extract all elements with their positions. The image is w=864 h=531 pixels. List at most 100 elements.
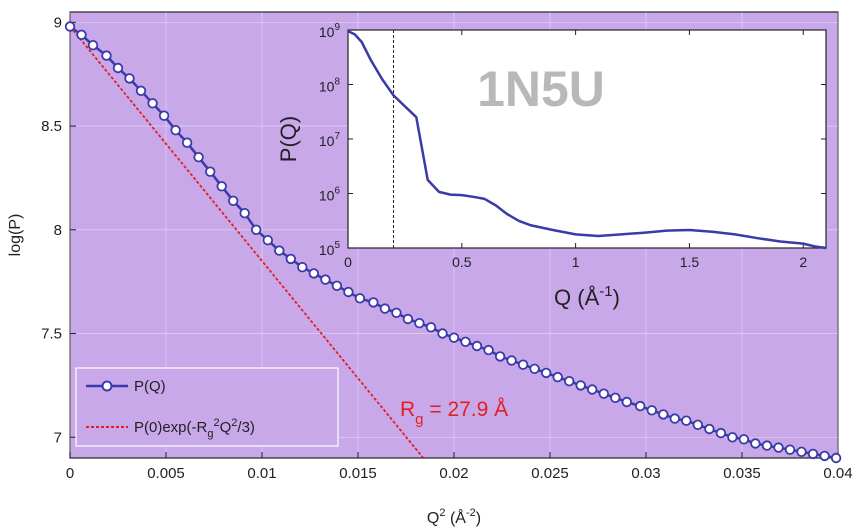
main-x-ticks: 0 0.005 0.01 0.015 0.02 0.025 0.03 0.035 0.04: [66, 452, 853, 482]
data-point-pq: [704, 423, 715, 435]
main-y-axis-label: log(P): [7, 214, 24, 257]
data-point-pq: [414, 318, 425, 329]
inset-x-tick-label: 2: [799, 254, 807, 270]
data-point-pq: [448, 332, 460, 343]
data-point-pq: [738, 434, 750, 445]
inset-plot-area: [347, 29, 827, 249]
data-point-pq: [112, 62, 124, 74]
data-point-pq: [425, 322, 437, 333]
inset-y-tick-label: 105: [319, 240, 341, 258]
data-point-pq: [402, 313, 414, 325]
inset-series: [347, 29, 827, 250]
data-point-pq: [715, 427, 727, 439]
data-point-pq: [681, 415, 692, 426]
data-point-pq: [227, 195, 239, 207]
data-point-pq: [379, 303, 391, 314]
x-tick-label: 0.04: [823, 465, 852, 482]
inset-x-ticks: 0 0.5 1 1.5 2: [344, 30, 807, 270]
data-point-pq: [285, 253, 297, 265]
data-point-pq: [64, 21, 76, 32]
data-point-pq: [646, 405, 658, 416]
data-point-pq: [830, 452, 842, 464]
data-point-pq: [471, 340, 483, 352]
data-point-pq: [598, 388, 610, 399]
data-point-pq: [262, 234, 274, 246]
x-tick-label: 0.005: [147, 465, 185, 482]
legend-label-pq: P(Q): [134, 378, 166, 395]
data-point-pq: [437, 328, 448, 339]
x-tick-label: 0.02: [439, 465, 468, 482]
data-point-pq: [610, 392, 621, 404]
x-tick-label: 0.035: [723, 465, 761, 482]
data-point-pq: [193, 151, 204, 163]
data-point-pq: [796, 446, 807, 458]
data-point-pq: [239, 207, 250, 219]
series-line-fit: [69, 25, 424, 459]
inset-y-tick-label: 109: [319, 22, 341, 40]
data-point-pq: [274, 245, 285, 256]
data-point-pq: [669, 413, 681, 424]
y-tick-label: 8.5: [41, 118, 62, 135]
main-x-axis-label: Q2 (Å-2): [427, 507, 481, 527]
legend-marker-pq: [101, 380, 113, 392]
inset-y-tick-label: 107: [319, 131, 341, 149]
data-point-pq: [124, 73, 135, 84]
data-point-pq: [297, 262, 308, 273]
inset-y-axis-label: P(Q): [276, 116, 301, 162]
inset-x-axis-label: Q (Å-1): [554, 283, 620, 310]
y-tick-label: 7: [54, 429, 62, 446]
main-series: [64, 21, 842, 464]
legend-box: [75, 367, 339, 447]
x-tick-label: 0.015: [339, 465, 377, 482]
data-point-pq: [635, 400, 646, 412]
data-point-pq: [761, 440, 773, 451]
inset-x-tick-label: 1.5: [680, 254, 700, 270]
x-tick-label: 0.01: [247, 465, 276, 482]
x-tick-label: 0.025: [531, 465, 569, 482]
data-point-pq: [251, 224, 262, 236]
rg-annotation: Rg = 27.9 Å: [400, 398, 508, 428]
data-point-pq: [506, 355, 517, 366]
data-point-pq: [621, 396, 633, 408]
data-point-pq: [819, 450, 830, 462]
data-point-pq: [552, 371, 563, 383]
data-point-pq: [575, 380, 586, 391]
inset-y-tick-label: 108: [319, 77, 341, 95]
data-point-pq: [158, 110, 170, 121]
inset-watermark: 1N5U: [477, 61, 605, 117]
y-tick-label: 9: [54, 14, 62, 31]
data-point-pq: [147, 98, 158, 109]
data-point-pq: [320, 274, 331, 285]
data-point-pq: [692, 419, 704, 431]
data-point-pq: [354, 293, 366, 304]
data-point-pq: [204, 166, 216, 177]
data-point-pq: [517, 359, 529, 370]
data-point-pq: [541, 367, 552, 379]
data-point-pq: [564, 376, 575, 387]
inset-y-tick-label: 106: [319, 186, 341, 204]
data-point-pq: [308, 268, 320, 279]
data-point-pq: [331, 280, 343, 292]
y-tick-label: 8: [54, 222, 62, 239]
data-point-pq: [483, 344, 494, 356]
data-point-pq: [170, 124, 181, 136]
inset-y-ticks: 105 106 107 108 109: [319, 22, 826, 258]
inset-x-tick-label: 0: [344, 254, 352, 270]
data-point-pq: [807, 448, 819, 460]
data-point-pq: [181, 137, 193, 148]
inset-series-line: [347, 29, 827, 250]
data-point-pq: [87, 40, 99, 51]
x-tick-label: 0.03: [631, 465, 660, 482]
data-point-pq: [587, 384, 598, 395]
data-point-pq: [727, 432, 738, 443]
inset-x-tick-label: 0.5: [452, 254, 472, 270]
data-point-pq: [494, 351, 506, 362]
x-tick-label: 0: [66, 465, 74, 482]
data-point-pq: [784, 444, 796, 455]
data-point-pq: [529, 363, 540, 375]
data-point-pq: [750, 438, 761, 449]
data-point-pq: [135, 85, 147, 97]
data-point-pq: [368, 297, 379, 308]
